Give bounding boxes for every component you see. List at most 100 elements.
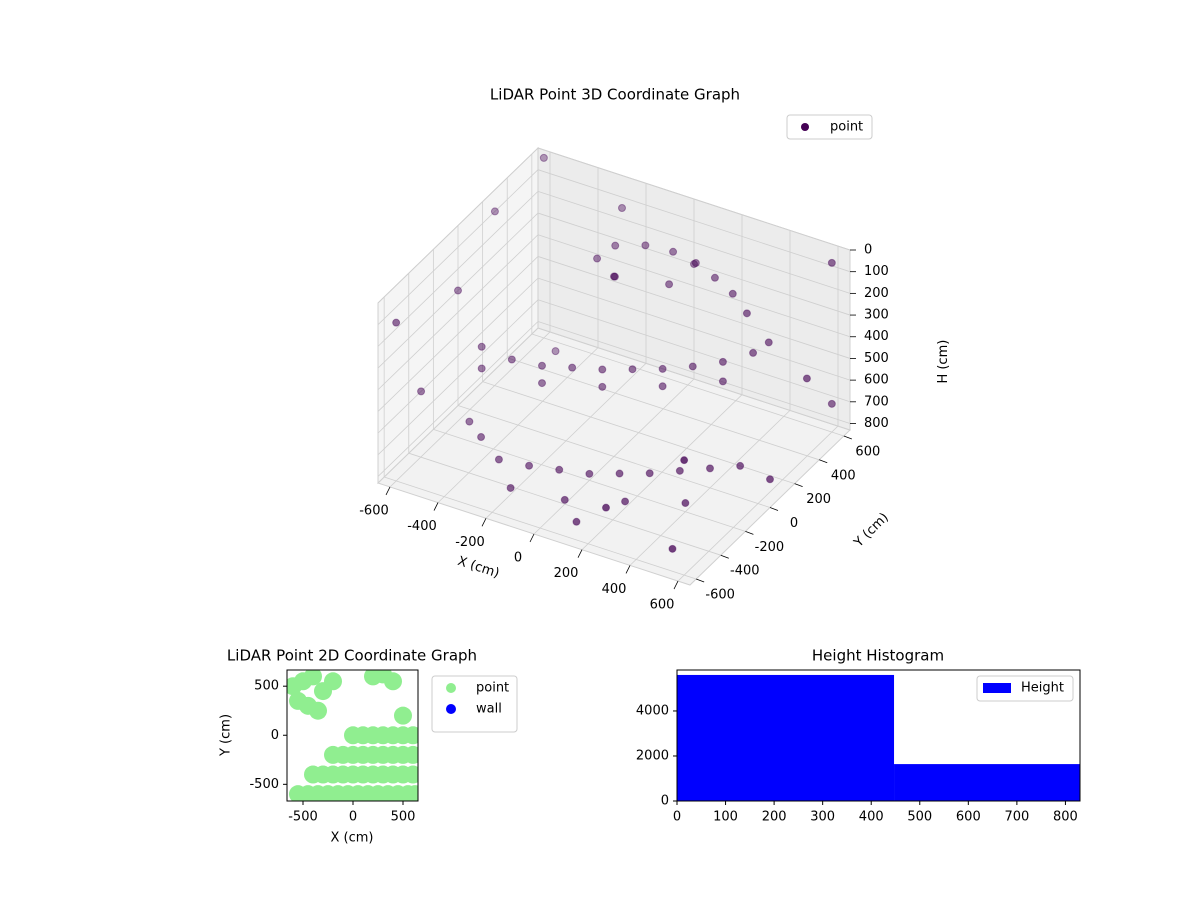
y-tick-label: -500	[249, 777, 279, 792]
point	[598, 382, 607, 391]
point	[764, 338, 773, 347]
x-tick-label: 600	[650, 598, 675, 613]
grid-line	[377, 147, 539, 304]
point	[669, 247, 678, 256]
grid-line	[377, 321, 539, 477]
y-tick-label: 400	[831, 468, 856, 483]
point	[572, 517, 581, 526]
x-tick-label: 300	[810, 810, 835, 825]
y-tick-label: 0	[271, 728, 279, 743]
point	[404, 726, 418, 745]
z-tick-label: 200	[864, 286, 889, 301]
legend-label: point	[476, 681, 509, 696]
point	[680, 456, 689, 465]
z-tick-label: 100	[864, 264, 889, 279]
tick-mark	[673, 580, 679, 590]
point	[690, 260, 698, 269]
z-tick-label: 500	[864, 351, 889, 366]
x-tick-label: 400	[859, 810, 884, 825]
point	[454, 286, 462, 295]
grid-line	[537, 256, 851, 359]
point	[645, 469, 654, 478]
x-tick-label: 0	[673, 810, 681, 825]
point	[404, 745, 418, 764]
point	[477, 364, 486, 373]
point	[749, 348, 758, 357]
y-axis-label: Y (cm)	[219, 714, 234, 757]
point	[742, 309, 751, 318]
legend-box	[976, 675, 1074, 702]
z-axis-label: H (cm)	[936, 340, 951, 384]
grid-line	[537, 277, 851, 381]
z-tick-label: 0	[864, 243, 872, 258]
point	[394, 706, 412, 725]
grid-line	[377, 234, 539, 391]
point	[560, 495, 569, 504]
point	[539, 153, 548, 162]
grid-line	[537, 190, 851, 294]
x-tick-label: 0	[349, 810, 357, 825]
point	[598, 365, 607, 374]
point	[494, 455, 503, 464]
point	[688, 362, 697, 371]
point	[392, 318, 401, 327]
tick-mark	[625, 565, 631, 574]
point	[538, 379, 546, 388]
point	[417, 387, 426, 396]
x-tick-label: -600	[359, 503, 389, 518]
point	[309, 701, 327, 720]
legend-label: point	[830, 120, 863, 135]
point	[490, 207, 499, 216]
point	[710, 273, 719, 282]
tick-mark	[577, 549, 583, 558]
legend-label: wall	[476, 702, 502, 717]
x-axis-label: X (cm)	[331, 831, 374, 846]
grid-line	[377, 256, 539, 412]
point	[802, 374, 811, 383]
tick-mark	[794, 483, 803, 488]
x-tick-label: -200	[455, 535, 485, 550]
chart-title: LiDAR Point 3D Coordinate Graph	[490, 86, 740, 104]
point	[641, 241, 650, 250]
y-tick-label: 2000	[636, 748, 669, 763]
point	[665, 280, 674, 289]
tick-mark	[843, 435, 852, 440]
point	[675, 466, 684, 475]
point	[304, 670, 322, 686]
z-tick-label: 300	[864, 308, 889, 323]
grid-line	[531, 333, 844, 437]
point	[658, 382, 667, 391]
x-tick-label: -400	[407, 519, 437, 534]
legend-box	[786, 114, 873, 140]
legend-marker	[801, 123, 809, 131]
tick-mark	[529, 533, 535, 543]
grid-line	[408, 452, 721, 556]
point	[506, 483, 515, 492]
x-tick-label: 800	[1053, 810, 1078, 825]
y-tick-label: -400	[730, 564, 760, 579]
point	[611, 241, 620, 250]
tick-mark	[696, 578, 705, 583]
bar	[677, 674, 895, 801]
point	[658, 364, 667, 373]
point	[610, 272, 618, 281]
point	[827, 258, 836, 267]
y-tick-label: 500	[254, 679, 279, 694]
point	[618, 203, 626, 212]
point	[477, 342, 486, 351]
point	[691, 259, 700, 268]
point	[593, 254, 602, 263]
grid-line	[384, 476, 697, 580]
grid-line	[537, 234, 851, 338]
point	[736, 461, 745, 470]
chart-title: LiDAR Point 2D Coordinate Graph	[227, 647, 477, 665]
grid-line	[377, 169, 539, 325]
point	[681, 499, 690, 508]
point	[525, 461, 534, 470]
z-tick-label: 400	[864, 329, 889, 344]
point	[324, 672, 342, 691]
tick-mark	[769, 507, 779, 511]
z-tick-label: 800	[864, 416, 889, 431]
x-tick-label: 100	[713, 810, 738, 825]
